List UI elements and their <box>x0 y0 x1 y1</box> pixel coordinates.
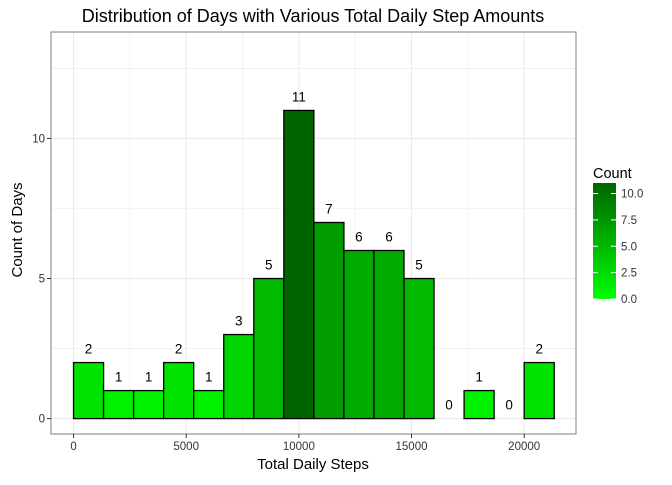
x-tick-label: 5000 <box>173 441 199 453</box>
histogram-bar <box>343 249 375 420</box>
bar-count-label: 2 <box>535 342 543 357</box>
histogram-bar <box>72 361 105 420</box>
bar-count-label: 1 <box>205 370 213 385</box>
x-axis-title: Total Daily Steps <box>257 456 369 473</box>
bar-count-label: 1 <box>115 370 123 385</box>
bar-count-label: 0 <box>445 398 453 413</box>
legend-break-label: 0.0 <box>621 294 637 306</box>
bar-count-label: 2 <box>175 342 183 357</box>
bar-count-label: 0 <box>505 398 513 413</box>
histogram-bar <box>253 277 285 420</box>
bar-count-label: 2 <box>85 342 93 357</box>
legend-break-label: 7.5 <box>621 215 637 227</box>
histogram-bar <box>132 389 165 420</box>
bar-count-label: 6 <box>385 230 393 245</box>
x-tick-label: 15000 <box>396 441 428 453</box>
legend-break-label: 10.0 <box>621 189 643 201</box>
legend-colorbar <box>593 183 616 299</box>
x-axis: 0 5000 10000 15000 20000 <box>70 434 540 453</box>
x-tick-label: 0 <box>70 441 76 453</box>
histogram-bar <box>403 277 435 420</box>
histogram-bar <box>193 389 225 420</box>
bar-count-label: 7 <box>325 201 333 216</box>
x-tick-label: 20000 <box>508 441 540 453</box>
legend-title: Count <box>593 166 632 182</box>
bar-count-label: 5 <box>265 258 273 273</box>
histogram-bar <box>373 249 405 420</box>
histogram-bar <box>313 221 345 420</box>
histogram-bar <box>223 333 255 420</box>
chart-title: Distribution of Days with Various Total … <box>82 6 545 26</box>
legend-break-label: 2.5 <box>621 268 637 280</box>
panel-border <box>50 31 577 435</box>
bar-count-label: 11 <box>292 89 306 104</box>
y-axis-title: Count of Days <box>9 182 26 277</box>
histogram-bar <box>102 389 135 420</box>
histogram-bar <box>523 361 555 420</box>
y-tick-label: 5 <box>39 274 45 286</box>
bar-count-label: 1 <box>145 370 153 385</box>
legend-break-label: 5.0 <box>621 241 637 253</box>
histogram-bar <box>163 361 195 420</box>
bar-count-label: 6 <box>355 230 363 245</box>
x-tick-label: 10000 <box>283 441 315 453</box>
y-tick-label: 0 <box>39 414 45 426</box>
histogram-bar <box>463 389 495 420</box>
bar-count-label: 3 <box>235 314 243 329</box>
bar-count-label: 5 <box>415 258 423 273</box>
legend: Count 0.0 2.5 5.0 7.5 10.0 <box>593 166 643 306</box>
histogram-bar <box>283 109 315 420</box>
bar-count-label: 1 <box>475 370 483 385</box>
y-tick-label: 10 <box>32 133 45 145</box>
bars <box>72 109 555 420</box>
y-axis: 0 5 10 <box>32 133 51 426</box>
